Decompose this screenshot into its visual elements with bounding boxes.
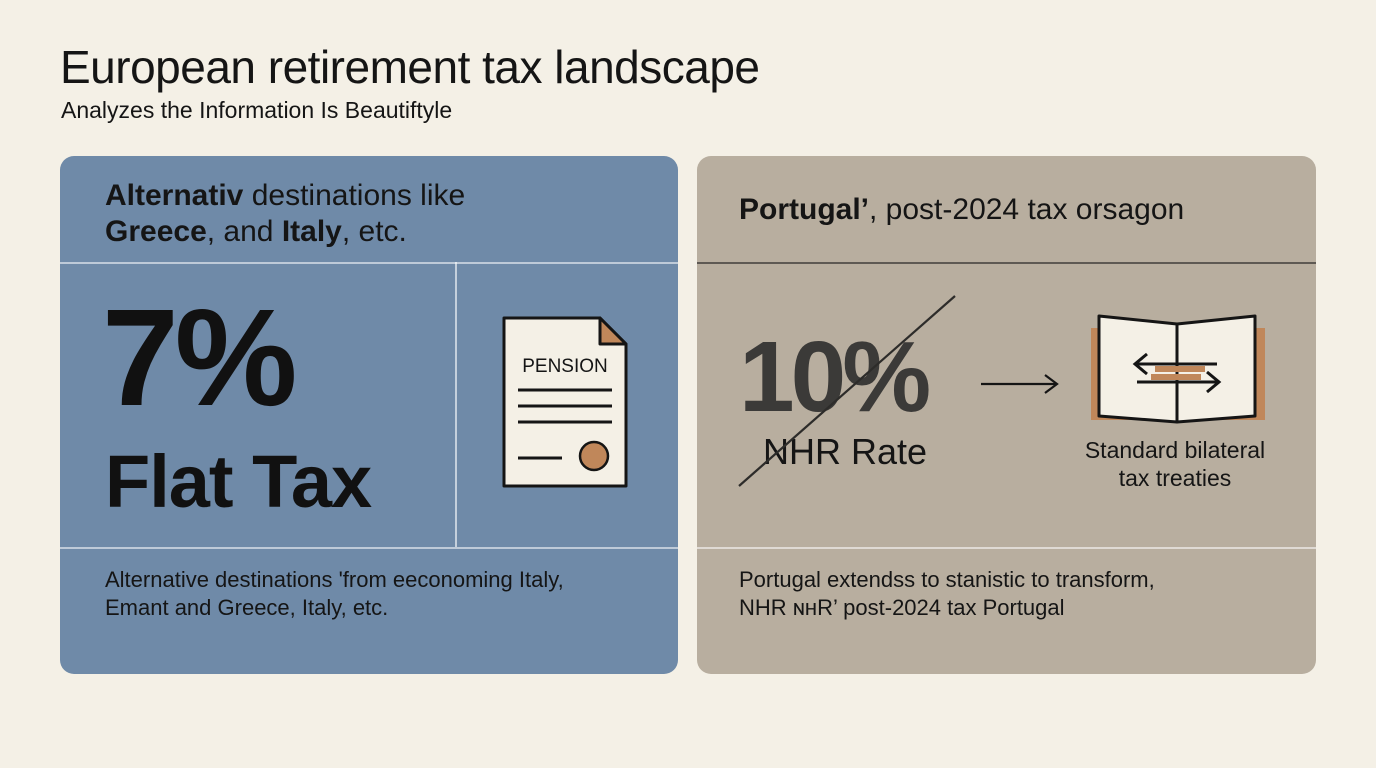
nhr-rate-label: NHR Rate (763, 431, 928, 472)
left-footer-line-2: Emant and Greece, Italy, etc. (105, 595, 389, 620)
treaty-line-2: tax treaties (1118, 465, 1232, 491)
left-heading-bold-3: Italy (281, 215, 342, 248)
flat-tax-value: 7% (102, 281, 297, 435)
nhr-rate-value: 10% (739, 321, 931, 433)
left-heading-mid-2: , and (206, 215, 282, 248)
flat-tax-label: Flat Tax (105, 440, 372, 523)
left-panel-footer: Alternative destinations 'from eeconomin… (105, 566, 564, 622)
right-panel-heading: Portugal’, post-2024 tax orsagon (739, 192, 1184, 228)
left-heading-rest-2: , etc. (341, 215, 407, 248)
strikethrough-line (738, 295, 956, 487)
alternative-destinations-panel: Alternativ destinations like Greece, and… (60, 156, 678, 674)
left-divider-bottom (60, 547, 678, 549)
page-title: European retirement tax landscape (60, 41, 760, 93)
right-footer-line-2: NHR ɴʜR’ post-2024 tax Portugal (739, 595, 1065, 620)
pension-document-icon: PENSION (502, 316, 628, 488)
left-heading-bold-1: Alternativ (105, 179, 244, 212)
right-panel-footer: Portugal extendss to stanistic to transf… (739, 566, 1155, 622)
left-panel-heading: Alternativ destinations like Greece, and… (105, 178, 465, 250)
left-heading-bold-2: Greece (105, 215, 207, 248)
treaty-label: Standard bilateral tax treaties (1065, 436, 1285, 492)
pension-label: PENSION (522, 356, 608, 377)
right-footer-line-1: Portugal extendss to stanistic to transf… (739, 567, 1155, 592)
right-heading-rest: , post-2024 tax orsagon (869, 193, 1185, 226)
portugal-panel: Portugal’, post-2024 tax orsagon 10% NHR… (697, 156, 1316, 674)
left-divider-top (60, 262, 678, 264)
treaty-line-1: Standard bilateral (1084, 437, 1266, 463)
arrow-right-icon (981, 374, 1059, 394)
right-divider-top (697, 262, 1316, 264)
right-heading-bold: Portugal’ (739, 193, 870, 226)
page-subtitle: Analyzes the Information Is Beautiftyle (61, 97, 453, 123)
right-divider-bottom (697, 547, 1316, 549)
left-divider-vertical (455, 262, 457, 547)
treaty-book-icon (1091, 314, 1265, 424)
left-heading-rest-1: destinations like (243, 179, 466, 212)
left-footer-line-1: Alternative destinations 'from eeconomin… (105, 567, 564, 592)
